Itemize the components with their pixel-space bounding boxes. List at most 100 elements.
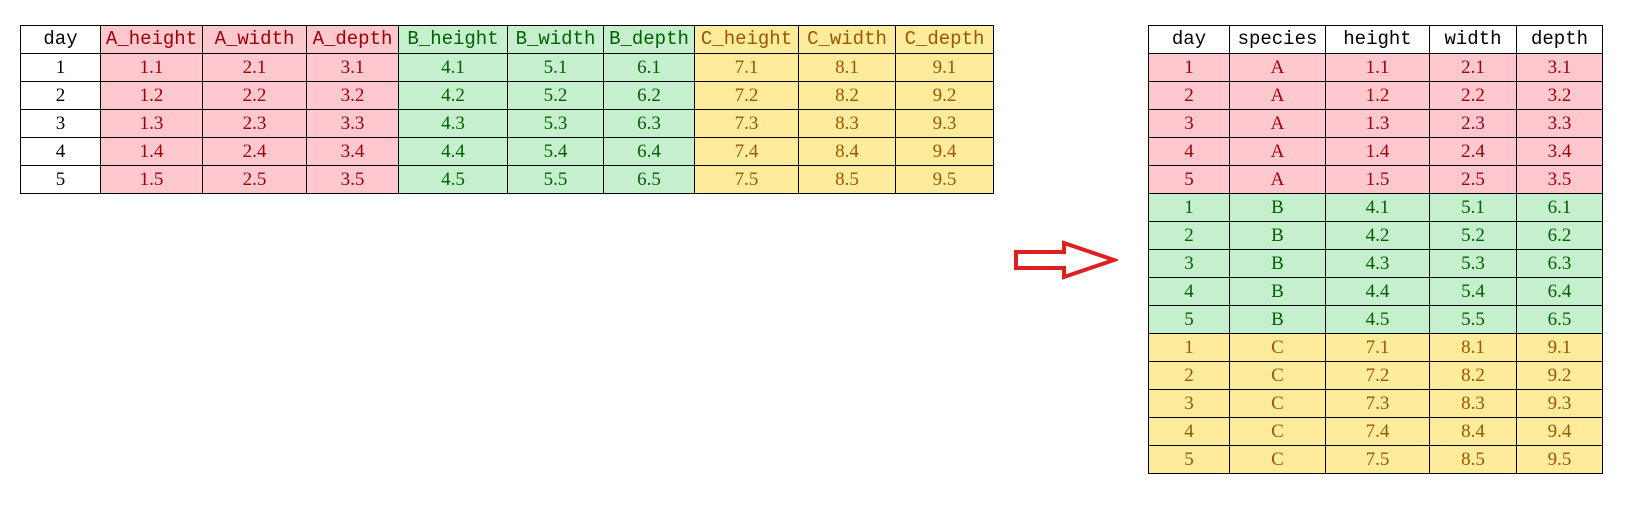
table-cell[interactable]: 1.4 — [100, 137, 203, 166]
table-cell[interactable]: B — [1229, 193, 1326, 222]
table-cell[interactable]: 5 — [1148, 165, 1230, 194]
table-cell[interactable]: 2.5 — [202, 165, 307, 194]
table-cell[interactable]: 2 — [1148, 221, 1230, 250]
table-cell[interactable]: 2.4 — [202, 137, 307, 166]
table-cell[interactable]: 2.2 — [202, 81, 307, 110]
table-cell[interactable]: 1.2 — [100, 81, 203, 110]
table-cell[interactable]: 4.5 — [398, 165, 508, 194]
table-cell[interactable]: 1.3 — [1325, 109, 1430, 138]
column-header-day[interactable]: day — [20, 25, 101, 54]
table-cell[interactable]: 9.5 — [895, 165, 994, 194]
table-cell[interactable]: 5.1 — [1429, 193, 1517, 222]
table-cell[interactable]: 8.1 — [1429, 333, 1517, 362]
table-cell[interactable]: 9.4 — [1516, 417, 1603, 446]
table-cell[interactable]: 3.5 — [1516, 165, 1603, 194]
table-cell[interactable]: 1.5 — [100, 165, 203, 194]
table-cell[interactable]: C — [1229, 445, 1326, 474]
table-cell[interactable]: 3.5 — [306, 165, 399, 194]
table-cell[interactable]: 8.3 — [798, 109, 896, 138]
table-cell[interactable]: 3 — [1148, 109, 1230, 138]
table-cell[interactable]: 3 — [20, 109, 101, 138]
table-cell[interactable]: 6.1 — [603, 53, 695, 82]
table-cell[interactable]: B — [1229, 249, 1326, 278]
table-cell[interactable]: 2.2 — [1429, 81, 1517, 110]
column-header-width[interactable]: width — [1429, 25, 1517, 54]
table-cell[interactable]: 4.1 — [398, 53, 508, 82]
table-cell[interactable]: 4 — [1148, 137, 1230, 166]
table-cell[interactable]: 8.4 — [798, 137, 896, 166]
table-cell[interactable]: 8.1 — [798, 53, 896, 82]
table-cell[interactable]: 5 — [1148, 445, 1230, 474]
column-header-a-depth[interactable]: A_depth — [306, 25, 399, 54]
table-cell[interactable]: 1.2 — [1325, 81, 1430, 110]
table-cell[interactable]: 8.2 — [798, 81, 896, 110]
table-cell[interactable]: 8.4 — [1429, 417, 1517, 446]
table-cell[interactable]: 5 — [20, 165, 101, 194]
table-cell[interactable]: 1.4 — [1325, 137, 1430, 166]
table-cell[interactable]: 4.1 — [1325, 193, 1430, 222]
table-cell[interactable]: 9.3 — [895, 109, 994, 138]
table-cell[interactable]: A — [1229, 165, 1326, 194]
table-cell[interactable]: 7.4 — [1325, 417, 1430, 446]
table-cell[interactable]: 5.3 — [1429, 249, 1517, 278]
table-cell[interactable]: B — [1229, 305, 1326, 334]
column-header-species[interactable]: species — [1229, 25, 1326, 54]
table-cell[interactable]: 7.2 — [694, 81, 799, 110]
table-cell[interactable]: 7.3 — [694, 109, 799, 138]
table-cell[interactable]: 7.1 — [1325, 333, 1430, 362]
table-cell[interactable]: 9.2 — [895, 81, 994, 110]
table-cell[interactable]: 4.4 — [1325, 277, 1430, 306]
column-header-b-depth[interactable]: B_depth — [603, 25, 695, 54]
table-cell[interactable]: 7.1 — [694, 53, 799, 82]
column-header-depth[interactable]: depth — [1516, 25, 1603, 54]
table-cell[interactable]: 8.5 — [798, 165, 896, 194]
table-cell[interactable]: 4.2 — [1325, 221, 1430, 250]
table-cell[interactable]: B — [1229, 221, 1326, 250]
table-cell[interactable]: C — [1229, 333, 1326, 362]
table-cell[interactable]: A — [1229, 109, 1326, 138]
table-cell[interactable]: 2 — [1148, 81, 1230, 110]
column-header-a-height[interactable]: A_height — [100, 25, 203, 54]
table-cell[interactable]: 4.5 — [1325, 305, 1430, 334]
table-cell[interactable]: 9.1 — [895, 53, 994, 82]
table-cell[interactable]: 2 — [20, 81, 101, 110]
table-cell[interactable]: 6.3 — [603, 109, 695, 138]
table-cell[interactable]: 1.1 — [100, 53, 203, 82]
column-header-b-height[interactable]: B_height — [398, 25, 508, 54]
table-cell[interactable]: 1 — [20, 53, 101, 82]
table-cell[interactable]: 3.3 — [306, 109, 399, 138]
table-cell[interactable]: 6.3 — [1516, 249, 1603, 278]
table-cell[interactable]: 5.1 — [507, 53, 604, 82]
table-cell[interactable]: 9.1 — [1516, 333, 1603, 362]
table-cell[interactable]: A — [1229, 137, 1326, 166]
table-cell[interactable]: 5.5 — [1429, 305, 1517, 334]
table-cell[interactable]: 9.2 — [1516, 361, 1603, 390]
column-header-c-depth[interactable]: C_depth — [895, 25, 994, 54]
table-cell[interactable]: 6.2 — [1516, 221, 1603, 250]
table-cell[interactable]: 2 — [1148, 361, 1230, 390]
table-cell[interactable]: 4.3 — [398, 109, 508, 138]
table-cell[interactable]: 4 — [1148, 417, 1230, 446]
table-cell[interactable]: 2.3 — [1429, 109, 1517, 138]
table-cell[interactable]: 4.3 — [1325, 249, 1430, 278]
table-cell[interactable]: 3.1 — [1516, 53, 1603, 82]
table-cell[interactable]: 7.4 — [694, 137, 799, 166]
table-cell[interactable]: 7.5 — [694, 165, 799, 194]
table-cell[interactable]: 9.4 — [895, 137, 994, 166]
table-cell[interactable]: 6.2 — [603, 81, 695, 110]
table-cell[interactable]: 1 — [1148, 53, 1230, 82]
table-cell[interactable]: 8.3 — [1429, 389, 1517, 418]
column-header-b-width[interactable]: B_width — [507, 25, 604, 54]
table-cell[interactable]: 4 — [1148, 277, 1230, 306]
table-cell[interactable]: A — [1229, 81, 1326, 110]
table-cell[interactable]: 6.5 — [1516, 305, 1603, 334]
table-cell[interactable]: 6.4 — [1516, 277, 1603, 306]
table-cell[interactable]: 7.3 — [1325, 389, 1430, 418]
table-cell[interactable]: 5.2 — [1429, 221, 1517, 250]
table-cell[interactable]: 8.5 — [1429, 445, 1517, 474]
table-cell[interactable]: 2.5 — [1429, 165, 1517, 194]
table-cell[interactable]: 3.4 — [1516, 137, 1603, 166]
table-cell[interactable]: 4 — [20, 137, 101, 166]
table-cell[interactable]: 5.5 — [507, 165, 604, 194]
table-cell[interactable]: 2.1 — [1429, 53, 1517, 82]
